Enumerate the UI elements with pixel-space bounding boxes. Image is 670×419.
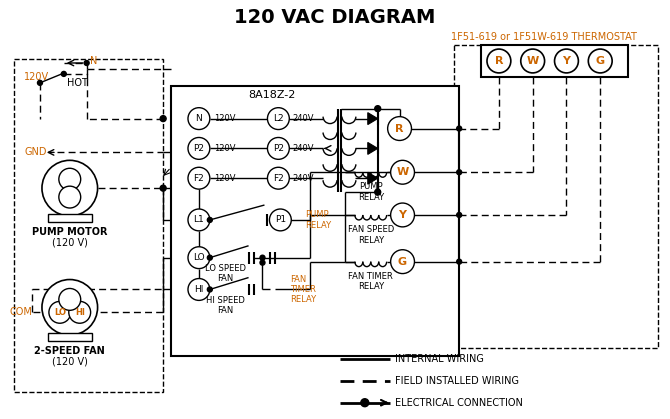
Text: FIELD INSTALLED WIRING: FIELD INSTALLED WIRING	[395, 376, 519, 386]
Circle shape	[260, 260, 265, 265]
Circle shape	[59, 288, 80, 310]
Circle shape	[391, 203, 415, 227]
Circle shape	[457, 212, 462, 217]
Circle shape	[59, 186, 80, 208]
Circle shape	[267, 137, 289, 159]
Circle shape	[388, 116, 411, 140]
Text: Y: Y	[562, 56, 570, 66]
Circle shape	[457, 170, 462, 175]
Text: Y: Y	[399, 210, 407, 220]
Text: INTERNAL WIRING: INTERNAL WIRING	[395, 354, 484, 364]
Text: 120 VAC DIAGRAM: 120 VAC DIAGRAM	[234, 8, 436, 27]
Circle shape	[207, 255, 212, 260]
Circle shape	[160, 116, 166, 122]
Text: 240V: 240V	[293, 114, 314, 123]
Text: F2: F2	[273, 174, 284, 183]
Circle shape	[391, 160, 415, 184]
Circle shape	[188, 209, 210, 231]
Circle shape	[160, 185, 166, 191]
Polygon shape	[368, 172, 378, 184]
Text: 120V: 120V	[24, 72, 49, 82]
Circle shape	[188, 279, 210, 300]
Circle shape	[588, 49, 612, 73]
FancyBboxPatch shape	[48, 333, 92, 341]
Circle shape	[555, 49, 578, 73]
FancyBboxPatch shape	[481, 45, 628, 77]
Circle shape	[375, 189, 381, 195]
Text: L2: L2	[273, 114, 283, 123]
Text: HI: HI	[75, 308, 84, 317]
Text: PUMP MOTOR: PUMP MOTOR	[32, 227, 107, 237]
Text: LO: LO	[54, 308, 66, 317]
Text: 240V: 240V	[293, 174, 314, 183]
Text: 1F51-619 or 1F51W-619 THERMOSTAT: 1F51-619 or 1F51W-619 THERMOSTAT	[451, 32, 636, 42]
Text: COM: COM	[9, 307, 32, 317]
Text: 240V: 240V	[293, 144, 314, 153]
Text: G: G	[596, 56, 605, 66]
Text: 120V: 120V	[214, 174, 235, 183]
Text: LO: LO	[193, 253, 205, 262]
Circle shape	[42, 160, 98, 216]
Text: N: N	[90, 56, 97, 66]
Circle shape	[188, 167, 210, 189]
Text: W: W	[527, 56, 539, 66]
Circle shape	[42, 279, 98, 335]
Circle shape	[267, 108, 289, 129]
Text: L1: L1	[194, 215, 204, 225]
Circle shape	[59, 168, 80, 190]
Text: HI SPEED
FAN: HI SPEED FAN	[206, 296, 245, 315]
Text: W: W	[397, 167, 409, 177]
Circle shape	[269, 209, 291, 231]
Circle shape	[375, 106, 381, 111]
Circle shape	[457, 259, 462, 264]
Circle shape	[487, 49, 511, 73]
Circle shape	[361, 399, 368, 407]
Text: LO SPEED
FAN: LO SPEED FAN	[205, 264, 247, 283]
Polygon shape	[368, 142, 378, 154]
Circle shape	[207, 217, 212, 222]
Text: ELECTRICAL CONNECTION: ELECTRICAL CONNECTION	[395, 398, 523, 408]
Text: PUMP
RELAY: PUMP RELAY	[358, 182, 384, 202]
Text: N: N	[196, 114, 202, 123]
Text: P1: P1	[275, 215, 286, 225]
Circle shape	[267, 167, 289, 189]
Circle shape	[188, 137, 210, 159]
Polygon shape	[368, 113, 378, 124]
Text: 120V: 120V	[214, 144, 235, 153]
Text: GND: GND	[24, 147, 47, 158]
Text: FAN TIMER
RELAY: FAN TIMER RELAY	[348, 272, 393, 291]
Text: 8A18Z-2: 8A18Z-2	[249, 90, 296, 100]
Circle shape	[207, 287, 212, 292]
Text: HI: HI	[194, 285, 204, 294]
FancyBboxPatch shape	[171, 86, 459, 356]
Text: FAN SPEED
RELAY: FAN SPEED RELAY	[348, 225, 394, 245]
Circle shape	[62, 71, 66, 76]
Circle shape	[188, 247, 210, 269]
Text: (120 V): (120 V)	[52, 238, 88, 248]
Circle shape	[188, 108, 210, 129]
Text: G: G	[398, 257, 407, 266]
Circle shape	[391, 250, 415, 274]
Text: 120V: 120V	[214, 114, 235, 123]
Text: P2: P2	[194, 144, 204, 153]
Circle shape	[69, 301, 90, 323]
Text: HOT: HOT	[67, 78, 88, 88]
Text: PUMP
RELAY: PUMP RELAY	[306, 210, 332, 230]
Text: P2: P2	[273, 144, 284, 153]
Text: F2: F2	[194, 174, 204, 183]
Circle shape	[49, 301, 71, 323]
Text: R: R	[494, 56, 503, 66]
Text: R: R	[395, 124, 404, 134]
Text: 2-SPEED FAN: 2-SPEED FAN	[34, 346, 105, 356]
Circle shape	[260, 255, 265, 260]
Circle shape	[521, 49, 545, 73]
Text: (120 V): (120 V)	[52, 357, 88, 367]
Circle shape	[84, 60, 89, 65]
Text: FAN
TIMER
RELAY: FAN TIMER RELAY	[290, 274, 316, 304]
Circle shape	[38, 80, 42, 85]
FancyBboxPatch shape	[48, 214, 92, 222]
Circle shape	[457, 126, 462, 131]
